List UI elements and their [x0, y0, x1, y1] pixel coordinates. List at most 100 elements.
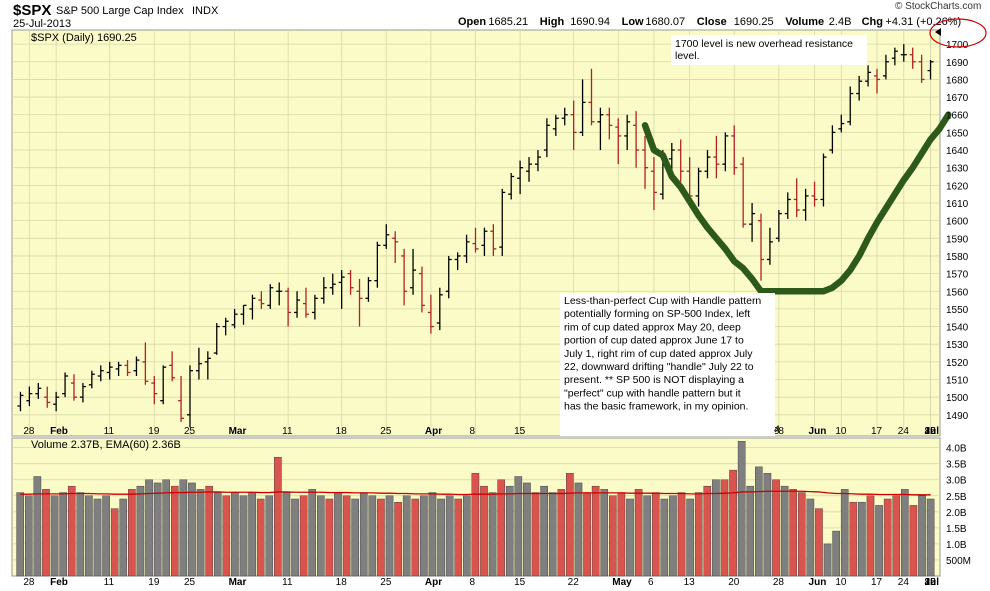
volume-bar [59, 492, 67, 577]
volume-x-tick: 11 [104, 577, 115, 588]
ohlc-bar [410, 248, 417, 295]
ohlc-value-high: 1690.94 [570, 16, 610, 28]
price-y-tick: 1600 [946, 217, 969, 228]
ohlc-value-open: 1685.21 [488, 16, 528, 28]
volume-bar [712, 479, 720, 577]
volume-bar [170, 485, 179, 577]
ohlc-value-volume: 2.4B [829, 16, 852, 28]
volume-bar [85, 495, 93, 577]
volume-x-axis: 28 Feb 11 19 25 Mar 11 18 25 Apr 8 15 22 May 6 13 20 28 Ju… [23, 577, 939, 588]
chart-date: 25-Jul-2013 [13, 18, 71, 30]
ohlc-bar [713, 135, 720, 179]
resistance-circle [929, 18, 987, 48]
ohlc-value-close: 1690.25 [734, 16, 774, 28]
volume-x-tick: 8 [925, 577, 931, 588]
volume-bar [308, 489, 317, 577]
ohlc-bar [222, 317, 229, 336]
volume-bar [110, 508, 119, 577]
ohlc-bar [543, 118, 550, 158]
volume-y-tick: 4.0B [946, 444, 967, 455]
volume-bar [222, 495, 231, 577]
ohlc-bar [267, 284, 274, 309]
price-x-tick: 15 [514, 426, 526, 437]
volume-x-tick: 22 [925, 577, 937, 588]
volume-bar [145, 479, 153, 577]
ohlc-label-volume: Volume [785, 16, 824, 28]
volume-bar [729, 469, 737, 577]
ohlc-bar [106, 361, 113, 380]
volume-bar [282, 492, 291, 577]
ohlc-bar [882, 54, 889, 80]
volume-bar [119, 498, 128, 577]
ohlc-bar [811, 181, 818, 207]
ohlc-bar [633, 111, 640, 168]
ohlc-bar [88, 370, 95, 389]
ohlc-bar [44, 386, 51, 408]
ohlc-bar [615, 118, 622, 165]
ohlc-bar [169, 351, 176, 382]
ohlc-bar [526, 157, 533, 182]
ohlc-bar [160, 365, 167, 405]
volume-bar [471, 473, 480, 577]
pattern-note-box [560, 293, 775, 436]
volume-bar [196, 489, 205, 577]
volume-x-tick: 8 [470, 577, 476, 588]
volume-y-tick: 2.5B [946, 492, 967, 503]
ohlc-bar [258, 291, 265, 309]
volume-bar [583, 492, 591, 577]
ohlc-bar [588, 68, 595, 126]
volume-bar [737, 441, 746, 577]
ohlc-bar [517, 160, 524, 195]
ohlc-bar [749, 202, 756, 242]
volume-bars [16, 441, 935, 577]
volume-x-tick: 15 [925, 577, 937, 588]
volume-bar [342, 495, 351, 577]
volume-x-tick: 6 [648, 577, 654, 588]
cup-curve-line [641, 111, 952, 295]
price-bars [17, 44, 934, 428]
volume-bar [849, 501, 858, 577]
ohlc-bar [552, 114, 559, 136]
volume-bar [153, 482, 162, 577]
volume-bar [291, 498, 299, 577]
ohlc-bar [472, 227, 479, 253]
volume-bar [454, 498, 463, 577]
volume-bar [128, 489, 136, 577]
ohlc-bar [436, 287, 443, 331]
volume-bar [643, 495, 651, 577]
price-x-tick: 8 [925, 426, 931, 437]
volume-bar [892, 495, 901, 577]
volume-ema-line [20, 490, 931, 496]
volume-x-tick: 28 [23, 577, 35, 588]
volume-bar [548, 492, 557, 577]
volume-bar [231, 492, 239, 577]
volume-bar [591, 485, 600, 577]
ohlc-bar [338, 270, 345, 309]
volume-bar [626, 498, 634, 577]
volume-x-tick: Feb [50, 577, 68, 588]
volume-x-tick: 10 [835, 577, 847, 588]
volume-bar [780, 485, 789, 577]
symbol: $SPX [13, 2, 51, 19]
ohlc-bar [427, 294, 434, 334]
ohlc-label-open: Open [458, 16, 486, 28]
price-y-tick: 1530 [946, 340, 969, 351]
volume-bar [480, 485, 488, 577]
ohlc-bar [151, 375, 158, 405]
price-x-tick: Mar [229, 426, 247, 437]
price-y-tick: 1690 [946, 58, 969, 69]
volume-bar [540, 485, 548, 577]
volume-bar [136, 485, 145, 577]
price-legend: $SPX (Daily) 1690.25 [31, 32, 137, 44]
volume-x-tick: Jun [809, 577, 827, 588]
volume-bar [883, 498, 892, 577]
volume-y-tick: 3.0B [946, 476, 967, 487]
ohlc-bar [624, 114, 631, 151]
volume-bar [351, 498, 359, 577]
ohlc-bar [829, 125, 836, 154]
volume-x-tick: 19 [148, 577, 160, 588]
price-x-tick: 25 [184, 426, 196, 437]
ohlc-bar [865, 65, 872, 87]
ohlc-bar [838, 114, 845, 133]
volume-x-tick: 17 [871, 577, 883, 588]
